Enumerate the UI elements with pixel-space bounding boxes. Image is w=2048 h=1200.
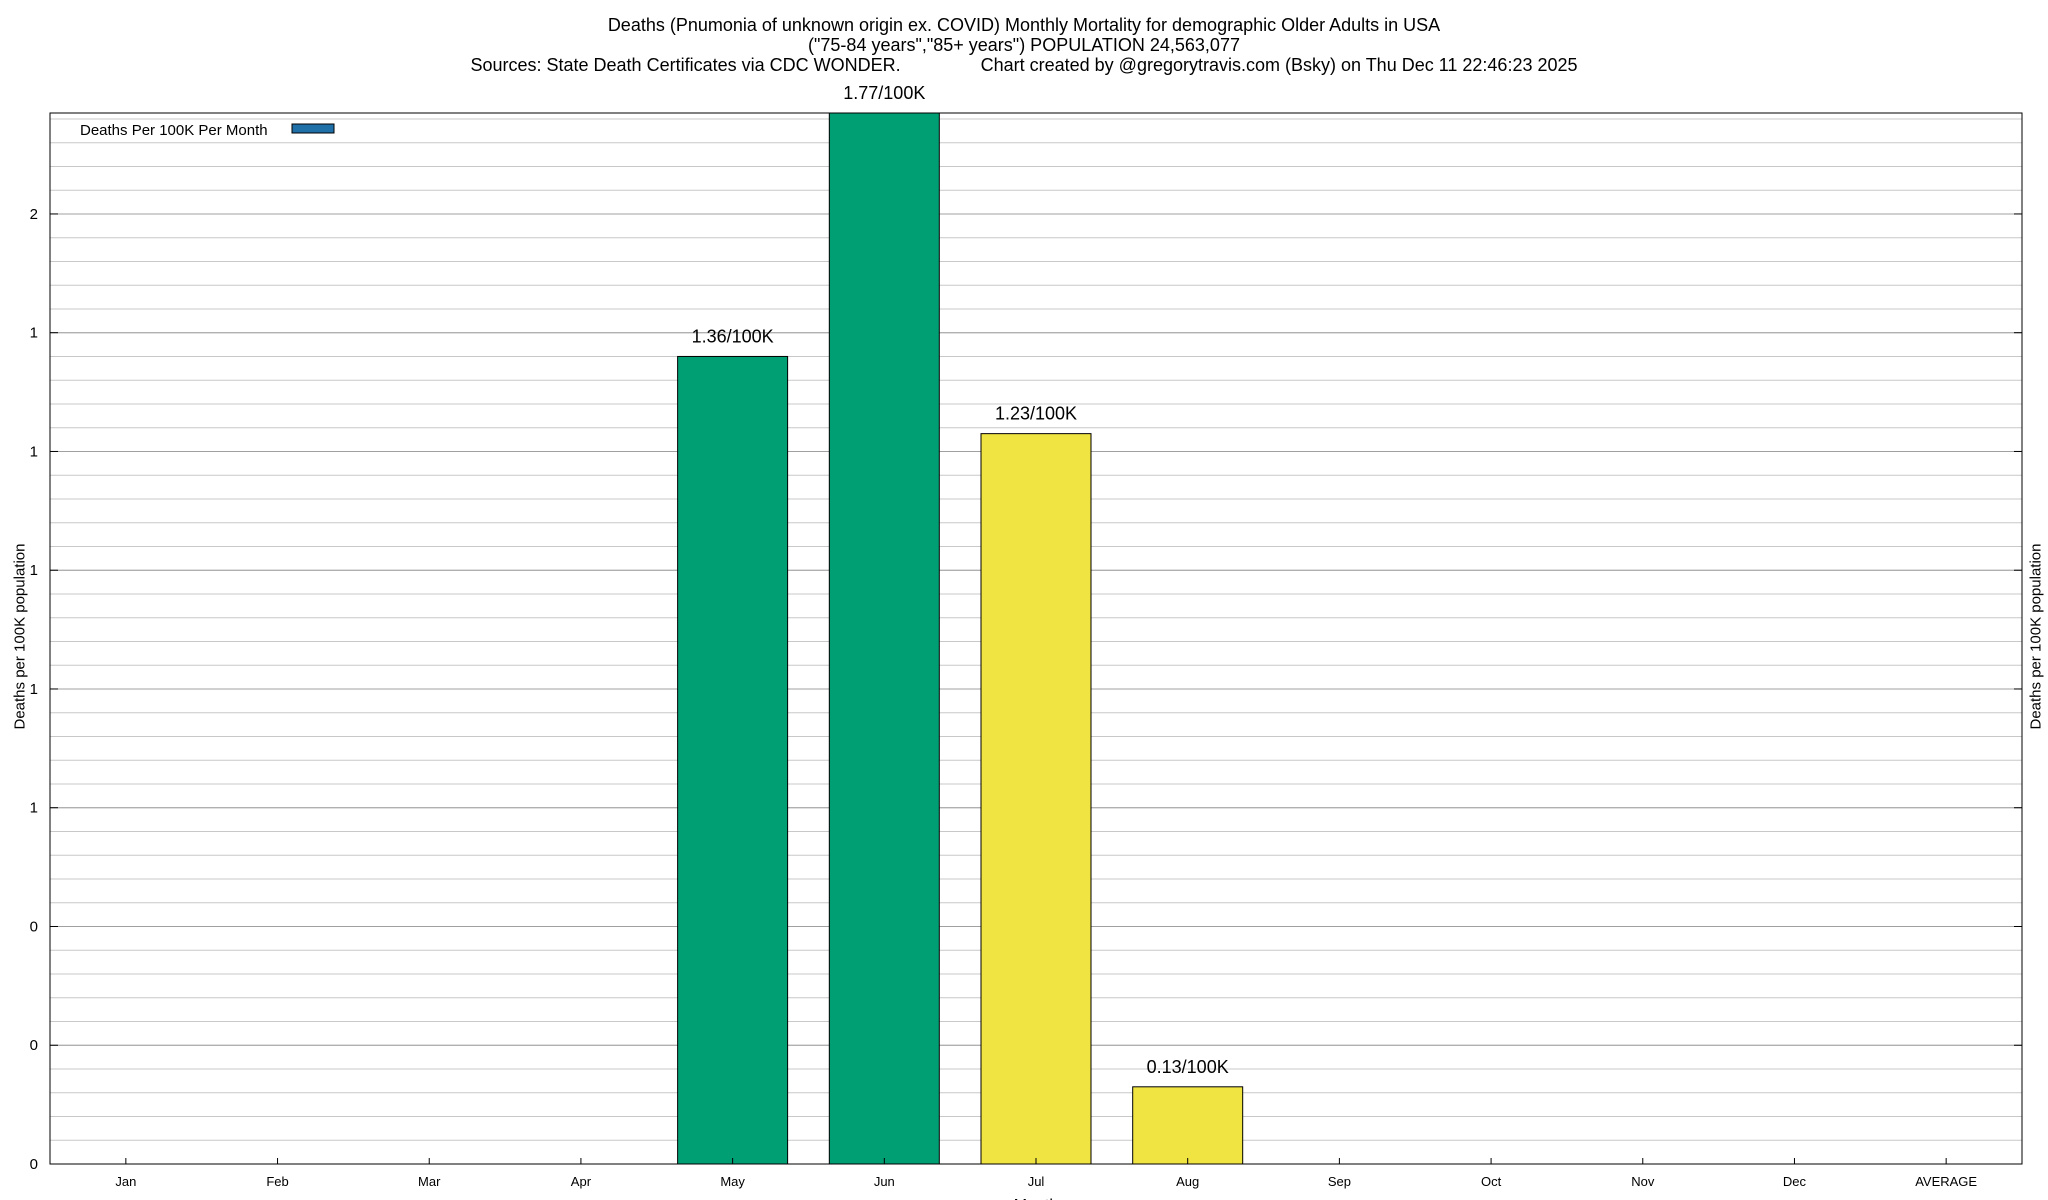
bar bbox=[677, 355, 789, 1165]
y-tick-label: 2 bbox=[30, 206, 38, 223]
y-tick-label: 1 bbox=[30, 443, 38, 460]
x-tick-label: Jul bbox=[1028, 1174, 1045, 1189]
x-tick-label: Aug bbox=[1176, 1174, 1199, 1189]
x-axis-title: Month bbox=[1014, 1197, 1058, 1200]
chart-source-credit: Sources: State Death Certificates via CD… bbox=[470, 55, 1578, 75]
x-tick-label: Apr bbox=[571, 1174, 592, 1189]
x-tick-label: Dec bbox=[1783, 1174, 1807, 1189]
y-tick-label: 0 bbox=[30, 1156, 38, 1173]
y-tick-label: 0 bbox=[30, 1037, 38, 1054]
y-tick-label: 1 bbox=[30, 681, 38, 698]
bar bbox=[828, 112, 940, 1165]
y-axis-title: Deaths per 100K population bbox=[11, 543, 29, 730]
bar-value-label: 1.23/100K bbox=[995, 404, 1077, 424]
y-tick-label: 1 bbox=[30, 800, 38, 817]
legend-swatch bbox=[291, 123, 335, 134]
x-tick-label: Oct bbox=[1481, 1174, 1502, 1189]
bar bbox=[980, 433, 1092, 1165]
legend-label: Deaths Per 100K Per Month bbox=[80, 122, 268, 139]
x-tick-label: AVERAGE bbox=[1915, 1174, 1977, 1189]
x-tick-label: Jan bbox=[115, 1174, 136, 1189]
bar-value-label: 1.36/100K bbox=[692, 326, 774, 346]
bar-value-label: 1.77/100K bbox=[843, 83, 925, 103]
y2-axis-title: Deaths per 100K population bbox=[2027, 543, 2045, 730]
y-tick-label: 0 bbox=[30, 918, 38, 935]
x-tick-label: Nov bbox=[1631, 1174, 1655, 1189]
x-tick-label: May bbox=[720, 1174, 745, 1189]
x-tick-label: Sep bbox=[1328, 1174, 1351, 1189]
y-tick-label: 1 bbox=[30, 562, 38, 579]
chart-title: Deaths (Pnumonia of unknown origin ex. C… bbox=[607, 15, 1441, 35]
bar bbox=[1132, 1086, 1244, 1165]
x-tick-label: Feb bbox=[266, 1174, 288, 1189]
x-tick-label: Mar bbox=[418, 1174, 441, 1189]
bar-value-label: 0.13/100K bbox=[1147, 1057, 1229, 1077]
plot-border bbox=[49, 112, 2023, 1165]
chart-subtitle: ("75-84 years","85+ years") POPULATION 2… bbox=[808, 35, 1240, 55]
x-tick-label: Jun bbox=[874, 1174, 895, 1189]
y-tick-label: 1 bbox=[30, 325, 38, 342]
